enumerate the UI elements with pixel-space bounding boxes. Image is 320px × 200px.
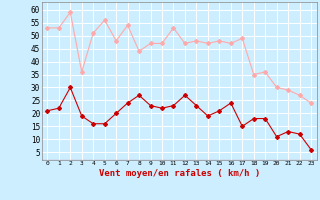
X-axis label: Vent moyen/en rafales ( km/h ): Vent moyen/en rafales ( km/h ) [99, 169, 260, 178]
